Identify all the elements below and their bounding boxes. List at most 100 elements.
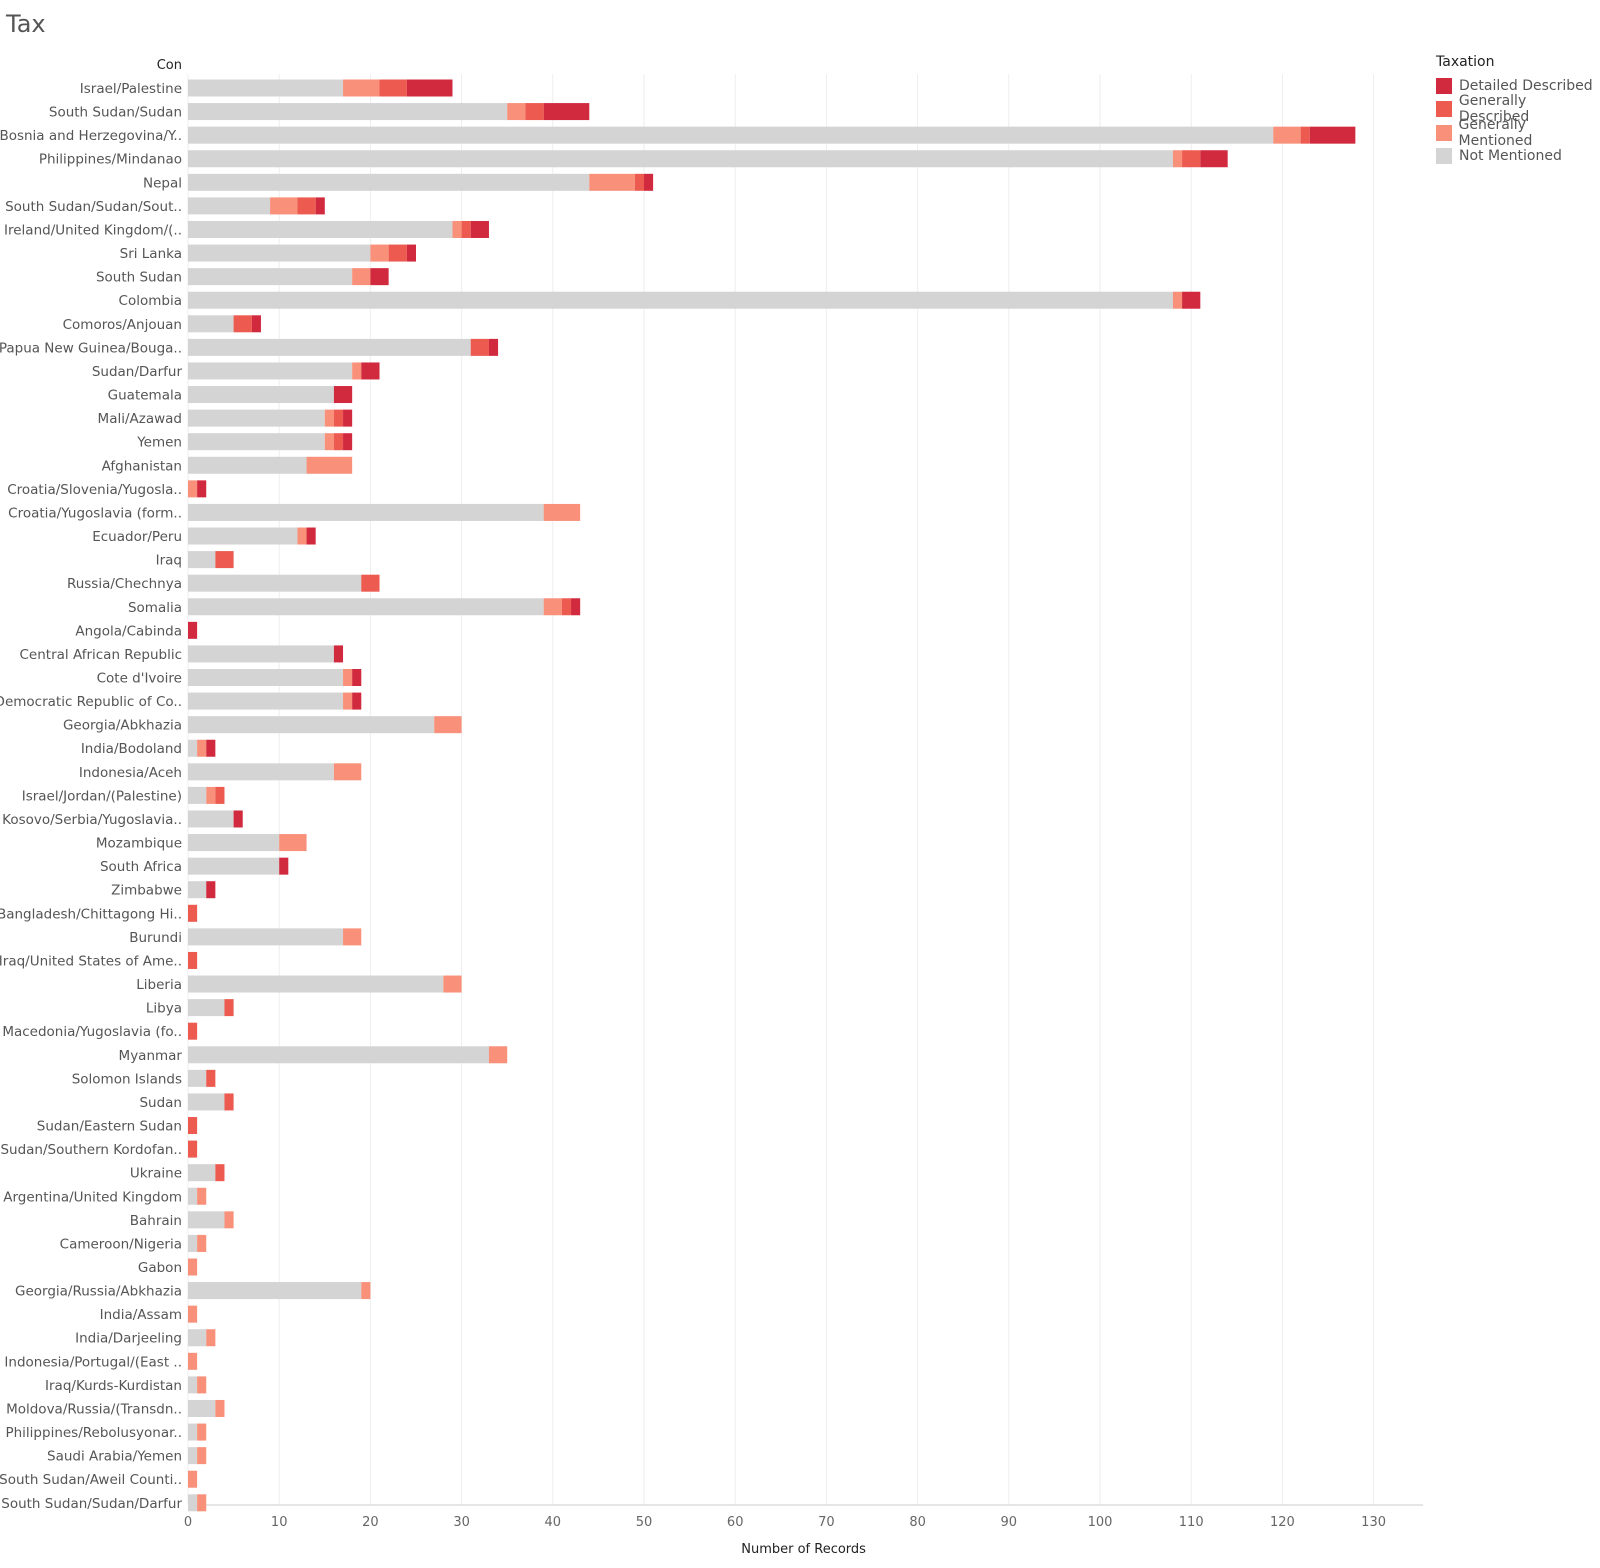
bar-segment-generally-mentioned: [1172, 150, 1183, 168]
row-label: Bahrain: [130, 1213, 182, 1229]
bar-segment-generally-mentioned: [343, 692, 353, 710]
row-label: Solomon Islands: [72, 1071, 182, 1087]
bar-segment-detailed-described: [543, 103, 590, 121]
bar-segment-generally-described: [206, 1069, 216, 1087]
row-label: Georgia/Russia/Abkhazia: [15, 1284, 182, 1300]
bar-segment-not-mentioned: [188, 1211, 225, 1229]
bar-segment-generally-described: [297, 197, 316, 215]
bar-segment-generally-described: [188, 904, 198, 922]
bar-segment-detailed-described: [188, 621, 198, 639]
row-label: South Sudan/Sudan/Darfur: [1, 1496, 182, 1512]
bar-segment-generally-mentioned: [279, 834, 307, 852]
bar-segment-detailed-described: [488, 338, 499, 356]
bar-segment-not-mentioned: [188, 739, 198, 757]
row-label: Ukraine: [130, 1166, 182, 1182]
row-label: Afghanistan: [102, 458, 182, 474]
row-label: South Sudan: [96, 270, 182, 286]
x-tick-label: 100: [1088, 1515, 1113, 1530]
bar-segment-generally-mentioned: [1273, 126, 1301, 144]
bar-segment-generally-mentioned: [324, 409, 334, 427]
bar-segment-not-mentioned: [188, 386, 334, 404]
row-label: Bangladesh/Chittagong Hi..: [0, 906, 182, 922]
bar-segment-generally-mentioned: [188, 480, 198, 498]
chart-title: Tax: [6, 10, 46, 38]
bar-segment-not-mentioned: [188, 103, 508, 121]
legend-item-generally-described[interactable]: Generally Described: [1436, 93, 1600, 125]
row-label: Israel/Palestine: [80, 81, 182, 97]
x-tick-label: 30: [453, 1515, 470, 1530]
row-label: Guatemala: [108, 388, 182, 404]
bar-segment-not-mentioned: [188, 503, 544, 521]
bar-segment-not-mentioned: [188, 79, 344, 97]
legend-swatch: [1436, 101, 1452, 118]
row-label: Myanmar: [119, 1048, 183, 1064]
bar-segment-generally-mentioned: [188, 1470, 198, 1488]
row-label: Moldova/Russia/(Transdn..: [6, 1401, 182, 1417]
row-label: Angola/Cabinda: [75, 623, 182, 639]
legend-item-detailed-described[interactable]: Detailed Described: [1436, 74, 1600, 98]
x-tick-label: 50: [636, 1515, 653, 1530]
bar-segment-not-mentioned: [188, 362, 353, 380]
bar-segment-generally-mentioned: [197, 1376, 207, 1394]
bar-segment-not-mentioned: [188, 1447, 198, 1465]
bar-segment-generally-described: [1300, 126, 1310, 144]
bar-segment-generally-mentioned: [215, 1399, 225, 1417]
bar-segment-generally-described: [215, 551, 234, 569]
bar-segment-generally-mentioned: [297, 527, 307, 545]
bar-segment-not-mentioned: [188, 197, 271, 215]
bar-segment-generally-mentioned: [343, 669, 353, 686]
bar-segment-generally-mentioned: [197, 1187, 207, 1205]
bar-segment-detailed-described: [343, 433, 353, 451]
bar-segment-not-mentioned: [188, 881, 207, 899]
bar-segment-generally-described: [224, 1093, 234, 1111]
bar-segment-generally-described: [188, 1140, 198, 1158]
bar-segment-generally-mentioned: [197, 1447, 207, 1465]
legend[interactable]: Taxation Detailed Described Generally De…: [1436, 54, 1600, 168]
bar-segment-generally-mentioned: [197, 1234, 207, 1252]
bar-segment-not-mentioned: [188, 291, 1173, 309]
bar-segment-detailed-described: [1182, 291, 1201, 309]
bar-segment-not-mentioned: [188, 834, 280, 852]
row-label: Nepal: [143, 175, 182, 191]
bar-segment-generally-mentioned: [343, 79, 380, 97]
legend-label: Generally Described: [1458, 93, 1530, 126]
bar-segment-generally-mentioned: [370, 244, 389, 262]
legend-swatch: [1436, 148, 1452, 165]
legend-label: Detailed Described: [1459, 77, 1593, 94]
row-label: Iraq/United States of Ame..: [0, 953, 182, 969]
bar-segment-generally-mentioned: [452, 220, 462, 238]
row-label: Kosovo/Serbia/Yugoslavia..: [2, 812, 182, 828]
bar-segment-not-mentioned: [188, 409, 325, 427]
bar-segment-not-mentioned: [188, 763, 334, 781]
bar-segment-detailed-described: [315, 197, 325, 215]
bar-segment-generally-mentioned: [188, 1305, 198, 1323]
legend-label: Not Mentioned: [1459, 148, 1562, 165]
bar-segment-generally-described: [333, 433, 344, 451]
bar-segment-not-mentioned: [188, 1376, 198, 1394]
bar-segment-not-mentioned: [188, 1187, 198, 1205]
bar-segment-generally-mentioned: [361, 1282, 371, 1300]
bar-segment-detailed-described: [333, 645, 344, 663]
bar-segment-not-mentioned: [188, 268, 353, 286]
bar-segment-generally-mentioned: [352, 362, 362, 380]
bar-segment-not-mentioned: [188, 220, 453, 238]
bar-segment-detailed-described: [352, 692, 362, 710]
row-label: South Sudan/Sudan: [49, 105, 182, 121]
bar-segment-not-mentioned: [188, 928, 344, 946]
bar-segment-not-mentioned: [188, 975, 444, 993]
legend-item-not-mentioned[interactable]: Not Mentioned: [1436, 145, 1600, 169]
bar-segment-detailed-described: [571, 598, 581, 616]
bar-segment-generally-mentioned: [589, 173, 635, 191]
bar-segment-not-mentioned: [188, 173, 590, 191]
bar-segment-not-mentioned: [188, 1234, 198, 1252]
row-label: Croatia/Yugoslavia (form..: [8, 505, 182, 521]
row-label: South Africa: [100, 859, 182, 875]
bar-segment-generally-described: [388, 244, 407, 262]
bar-segment-generally-mentioned: [443, 975, 462, 993]
row-label: Libya: [146, 1001, 182, 1017]
bar-segment-generally-described: [333, 409, 344, 427]
legend-swatch: [1436, 124, 1452, 141]
bar-segment-not-mentioned: [188, 150, 1173, 168]
legend-item-generally-mentioned[interactable]: Generally Mentioned: [1436, 117, 1600, 149]
x-tick-label: 40: [545, 1515, 562, 1530]
